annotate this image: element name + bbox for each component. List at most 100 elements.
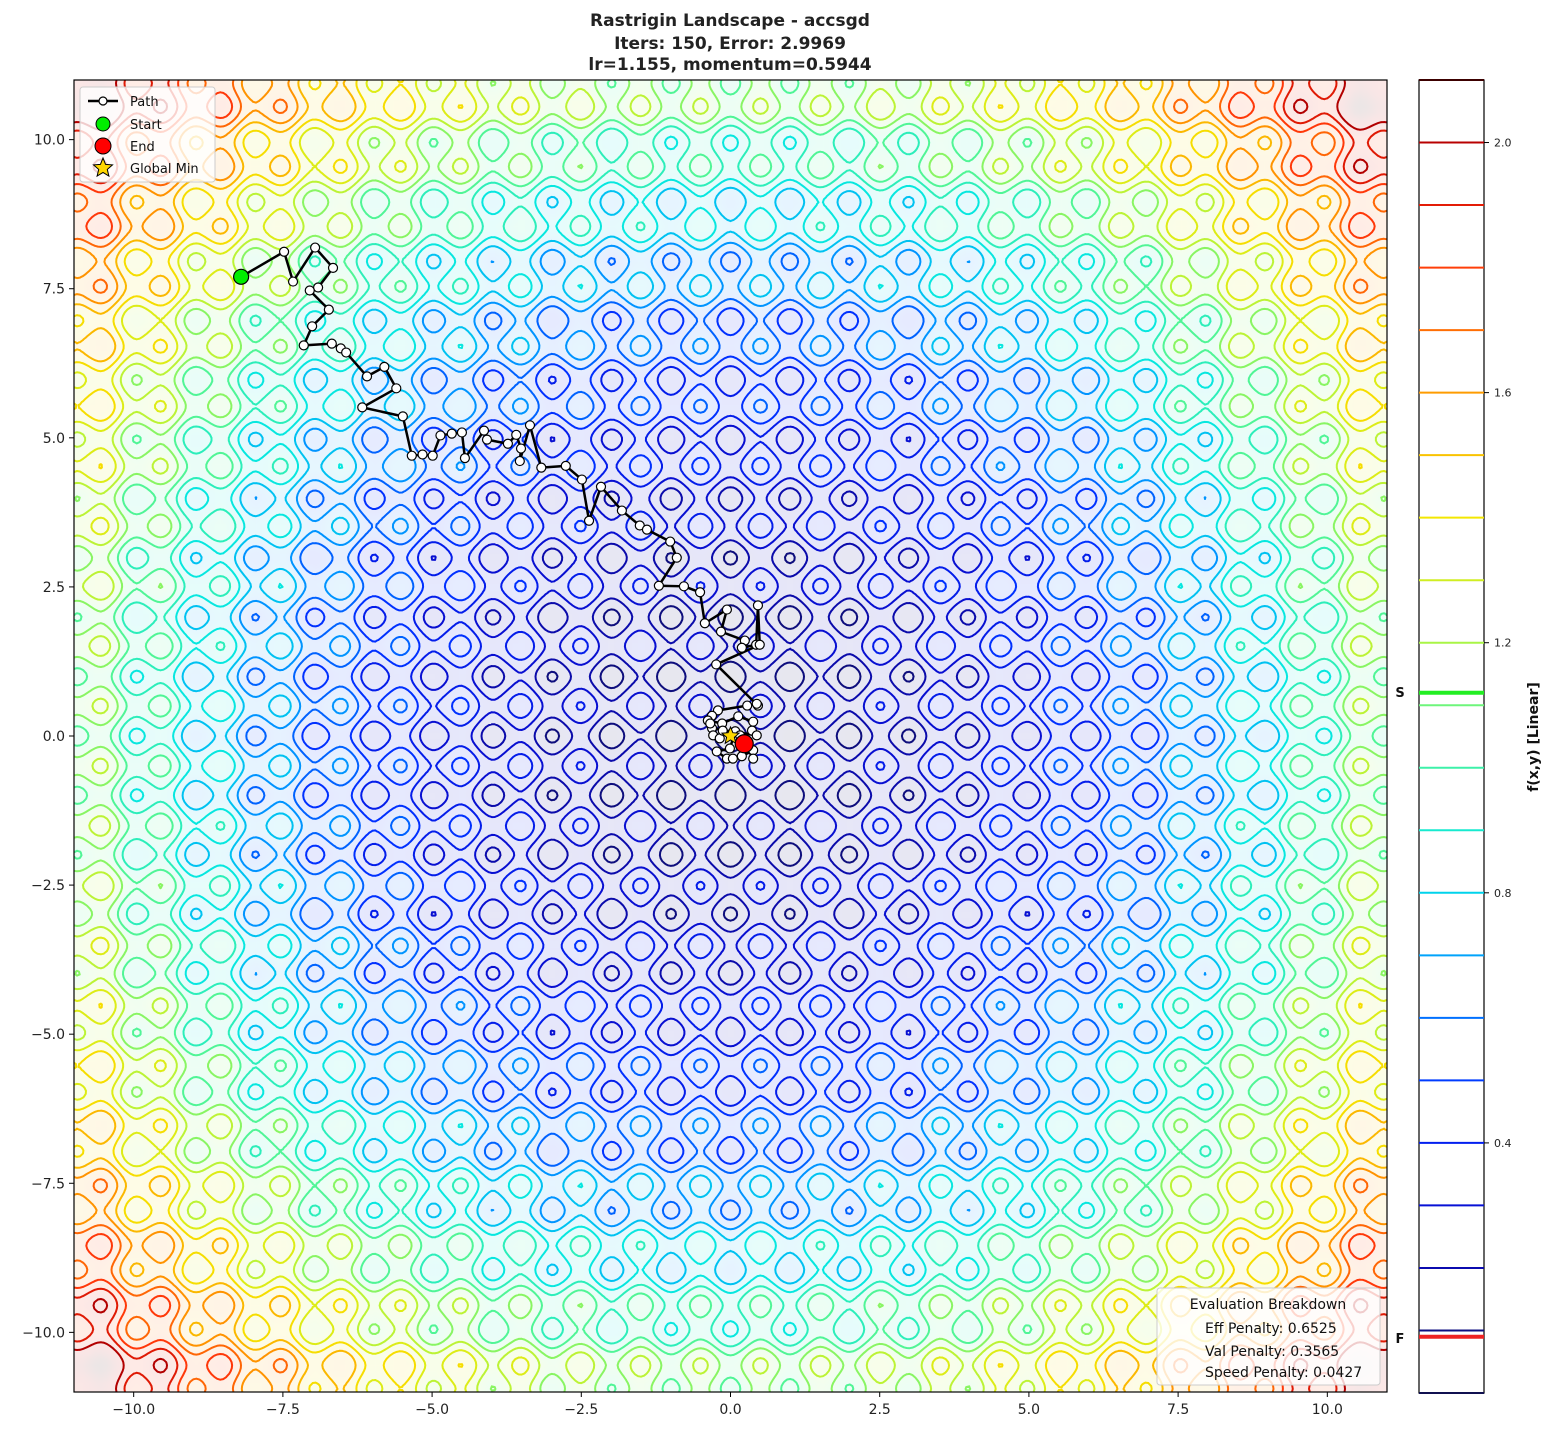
- colorbar: 2.0 1.6 1.2 0.8 0.4 S F f(x,y) [Linear]: [1395, 79, 1542, 1394]
- x-tick-label: −7.5: [266, 1402, 300, 1418]
- x-tick-label: 0.0: [719, 1402, 741, 1418]
- path-point: [379, 361, 390, 372]
- path-point: [583, 515, 595, 526]
- contour-level-6: [245, 251, 1216, 1221]
- path-point: [536, 462, 547, 473]
- path-point: [361, 371, 373, 382]
- colorbar-final-label: F: [1396, 1332, 1405, 1347]
- path-point: [341, 347, 352, 358]
- path-point: [699, 618, 710, 629]
- title-line-3: lr=1.155, momentum=0.5944: [588, 55, 871, 75]
- y-tick-label: −7.5: [31, 1176, 65, 1192]
- path-point: [357, 402, 368, 413]
- y-tick-label: 0.0: [43, 729, 65, 745]
- path-point: [736, 642, 747, 653]
- eff-penalty: Eff Penalty: 0.6525: [1205, 1321, 1337, 1337]
- contour-level-3: [419, 424, 1042, 1048]
- y-tick-label: 2.5: [43, 580, 65, 596]
- evaluation-title: Evaluation Breakdown: [1190, 1297, 1346, 1313]
- x-tick-label: −10.0: [112, 1402, 155, 1418]
- path-point: [665, 536, 676, 547]
- title-line-1: Rastrigin Landscape - accsgd: [590, 11, 870, 31]
- legend-star-icon: [92, 156, 114, 178]
- contour-level-15: [74, 80, 1387, 1392]
- path-point: [711, 659, 722, 670]
- contour-lines: [74, 80, 1387, 1392]
- path-point: [406, 450, 417, 461]
- path-point: [514, 455, 525, 467]
- contour-level-4: [359, 365, 1102, 1107]
- path-point: [742, 700, 753, 711]
- global-min-star-icon: [720, 725, 741, 745]
- path-point: [478, 425, 490, 436]
- path-point: [287, 276, 299, 287]
- evaluation-breakdown: Evaluation Breakdown Eff Penalty: 0.6525…: [1156, 1287, 1381, 1386]
- contour-level-11: [74, 80, 1387, 1392]
- path-point: [459, 452, 471, 464]
- colorbar-tick-label: 0.4: [1494, 1137, 1512, 1150]
- path-point: [715, 626, 727, 637]
- y-tick-label: −2.5: [31, 878, 65, 894]
- colorbar-tick-label: 1.6: [1494, 387, 1512, 400]
- contour-level-2: [480, 486, 981, 986]
- path-point: [307, 321, 318, 332]
- colorbar-start-label: S: [1395, 686, 1404, 701]
- path-point: [751, 730, 762, 741]
- legend-globalmin-label: Global Min: [130, 162, 199, 177]
- speed-penalty: Speed Penalty: 0.0427: [1205, 1365, 1362, 1381]
- path-point: [721, 604, 733, 615]
- path-point: [397, 411, 408, 422]
- x-tick-label: −5.0: [415, 1402, 449, 1418]
- path-point: [748, 716, 759, 727]
- path-point: [751, 698, 762, 709]
- x-tick-label: −2.5: [564, 1402, 598, 1418]
- path-point: [705, 718, 716, 729]
- path-point: [727, 753, 738, 764]
- y-tick-label: 7.5: [43, 282, 65, 298]
- contour-level-7: [235, 241, 1226, 1231]
- path-point: [524, 420, 536, 431]
- path-point: [671, 552, 682, 563]
- path-point: [733, 711, 744, 722]
- path-point: [724, 743, 736, 754]
- contour-level-13: [74, 80, 1387, 1392]
- path-point: [694, 587, 706, 598]
- path-point: [502, 438, 513, 449]
- path-point: [481, 434, 493, 445]
- legend-end-label: End: [130, 140, 155, 155]
- path-point: [310, 242, 321, 253]
- contour-level-14: [74, 80, 1387, 1392]
- path-point: [427, 450, 438, 461]
- path-point: [515, 443, 527, 454]
- contour-level-8: [180, 186, 1281, 1286]
- colorbar-tick-label: 0.8: [1494, 887, 1512, 900]
- y-tick-label: −5.0: [31, 1027, 65, 1043]
- path-point: [754, 639, 765, 650]
- colorbar-tick-label: 1.2: [1494, 637, 1512, 650]
- contour-level-10: [118, 124, 1343, 1348]
- contour-level-9: [128, 134, 1333, 1338]
- val-penalty: Val Penalty: 0.3565: [1205, 1344, 1339, 1360]
- path-point: [278, 246, 290, 257]
- path-point: [435, 430, 446, 441]
- start-marker: [233, 268, 250, 285]
- path-point: [326, 338, 337, 349]
- title-line-2: Iters: 150, Error: 2.9969: [614, 34, 846, 54]
- path-point: [711, 746, 722, 757]
- legend-path-label: Path: [130, 95, 159, 110]
- chart-title: Rastrigin Landscape - accsgd Iters: 150,…: [588, 11, 871, 75]
- legend-start-marker: [95, 116, 111, 132]
- path-point: [298, 340, 309, 351]
- y-tick-label: −10.0: [22, 1325, 65, 1341]
- legend-end-marker: [94, 137, 112, 155]
- x-tick-label: 10.0: [1312, 1402, 1343, 1418]
- colorbar-tick-label: 2.0: [1494, 137, 1512, 150]
- path-point: [417, 449, 428, 460]
- legend-path-marker: [98, 96, 108, 106]
- path-point: [391, 383, 402, 394]
- y-tick-label: 10.0: [34, 133, 65, 149]
- x-axis: −10.0 −7.5 −5.0 −2.5 0.0 2.5 5.0 7.5 10.0: [112, 1392, 1343, 1418]
- path-point: [511, 429, 522, 440]
- x-tick-label: 5.0: [1018, 1402, 1040, 1418]
- x-tick-label: 7.5: [1167, 1402, 1189, 1418]
